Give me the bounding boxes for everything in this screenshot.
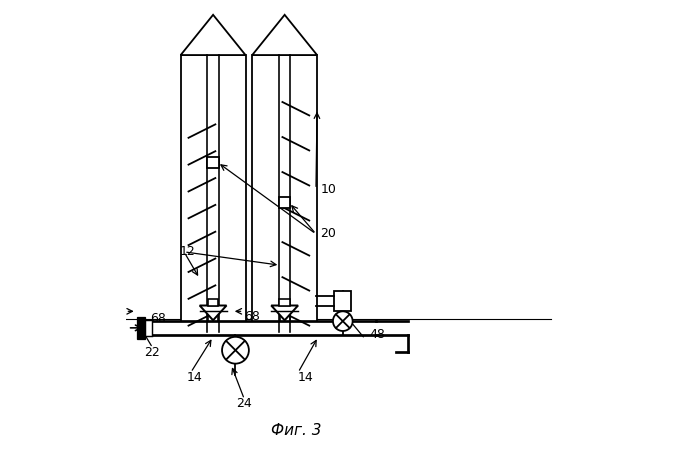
Polygon shape xyxy=(200,306,226,320)
Text: 20: 20 xyxy=(320,227,336,240)
Bar xyxy=(208,299,219,306)
Polygon shape xyxy=(180,15,245,55)
Circle shape xyxy=(333,311,352,331)
Bar xyxy=(145,320,152,336)
Text: 68: 68 xyxy=(150,312,166,325)
Bar xyxy=(208,157,219,168)
Text: Фиг. 3: Фиг. 3 xyxy=(271,423,321,438)
Text: 12: 12 xyxy=(180,245,195,258)
Text: 10: 10 xyxy=(320,183,336,196)
Text: 24: 24 xyxy=(236,397,252,410)
Polygon shape xyxy=(252,15,317,55)
Bar xyxy=(148,321,376,334)
Circle shape xyxy=(222,337,249,364)
Text: 14: 14 xyxy=(298,370,314,383)
Polygon shape xyxy=(252,55,317,333)
Bar xyxy=(280,312,289,321)
Bar xyxy=(208,312,218,321)
Polygon shape xyxy=(180,55,245,333)
Text: 14: 14 xyxy=(186,370,202,383)
Bar xyxy=(136,317,145,338)
Bar xyxy=(376,321,408,334)
Text: 68: 68 xyxy=(245,310,260,323)
Text: 48: 48 xyxy=(370,328,386,341)
Bar xyxy=(279,197,291,208)
Text: 22: 22 xyxy=(144,346,159,359)
Bar xyxy=(280,299,290,306)
Bar xyxy=(334,291,352,311)
Polygon shape xyxy=(271,306,298,320)
